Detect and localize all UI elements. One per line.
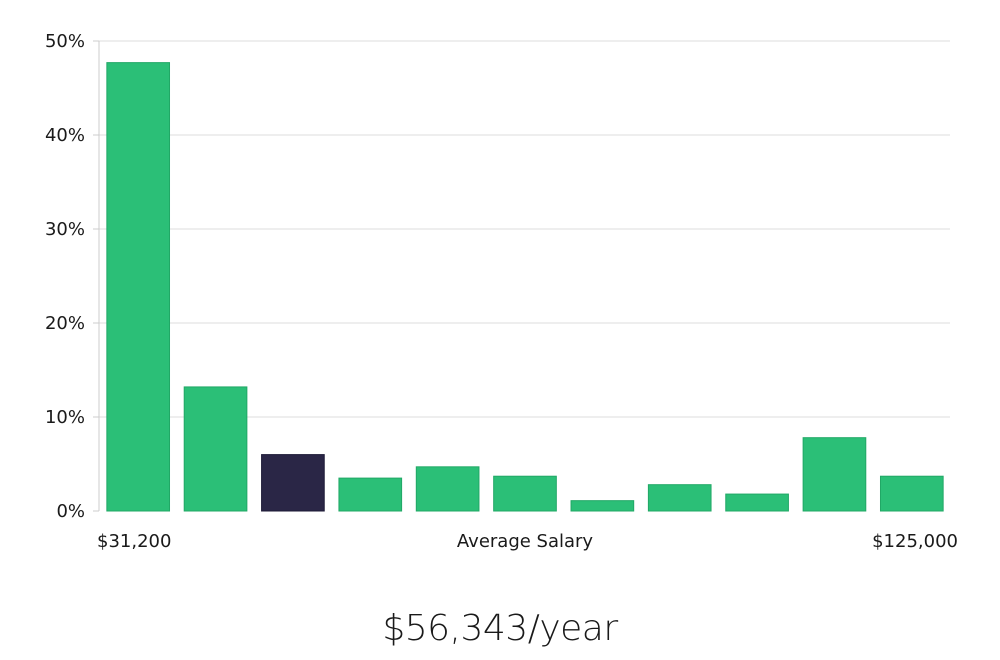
y-tick-label: 40% bbox=[45, 125, 85, 146]
bar[interactable] bbox=[493, 475, 557, 512]
y-tick-label: 0% bbox=[56, 501, 85, 522]
y-tick-label: 50% bbox=[45, 31, 85, 52]
bar-highlighted[interactable] bbox=[261, 454, 325, 512]
bar[interactable] bbox=[106, 62, 171, 512]
y-tick-label: 20% bbox=[45, 313, 85, 334]
bar[interactable] bbox=[183, 386, 248, 512]
bar[interactable] bbox=[415, 466, 480, 512]
bars bbox=[106, 62, 944, 512]
bar[interactable] bbox=[802, 437, 867, 512]
average-salary-value: $56,343/year bbox=[382, 608, 618, 649]
x-axis-title: Average Salary bbox=[457, 531, 594, 552]
bar[interactable] bbox=[879, 475, 944, 512]
x-min-label: $31,200 bbox=[97, 531, 171, 552]
bar[interactable] bbox=[338, 477, 403, 512]
x-max-label: $125,000 bbox=[872, 531, 958, 552]
y-tick-labels: 0% 10% 20% 30% 40% 50% bbox=[45, 31, 85, 522]
x-axis-labels: $31,200 Average Salary $125,000 bbox=[97, 531, 958, 552]
bar[interactable] bbox=[647, 484, 712, 512]
y-tick-label: 30% bbox=[45, 219, 85, 240]
bar[interactable] bbox=[570, 500, 635, 512]
y-tick-label: 10% bbox=[45, 407, 85, 428]
bar[interactable] bbox=[725, 493, 789, 512]
salary-histogram-chart: 0% 10% 20% 30% 40% 50% $31,200 Average Salary… bbox=[45, 31, 958, 552]
